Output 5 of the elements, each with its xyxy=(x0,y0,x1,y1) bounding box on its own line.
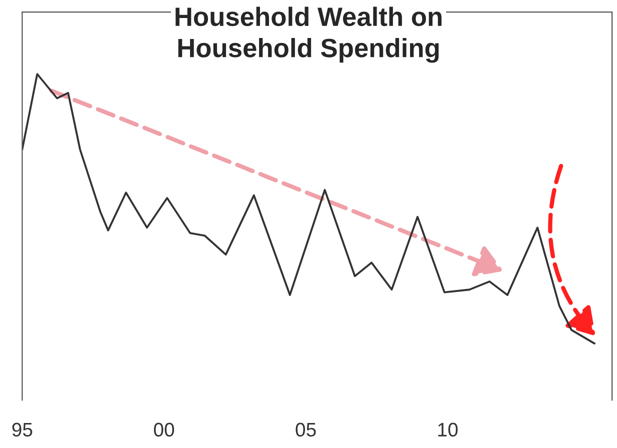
x-tick-label: 95 xyxy=(12,422,32,437)
x-tick-label: 10 xyxy=(438,422,458,437)
chart-title: Household Wealth on Household Spending xyxy=(176,6,442,63)
x-tick-label: 00 xyxy=(154,422,174,437)
x-tick-label: 05 xyxy=(296,422,316,437)
